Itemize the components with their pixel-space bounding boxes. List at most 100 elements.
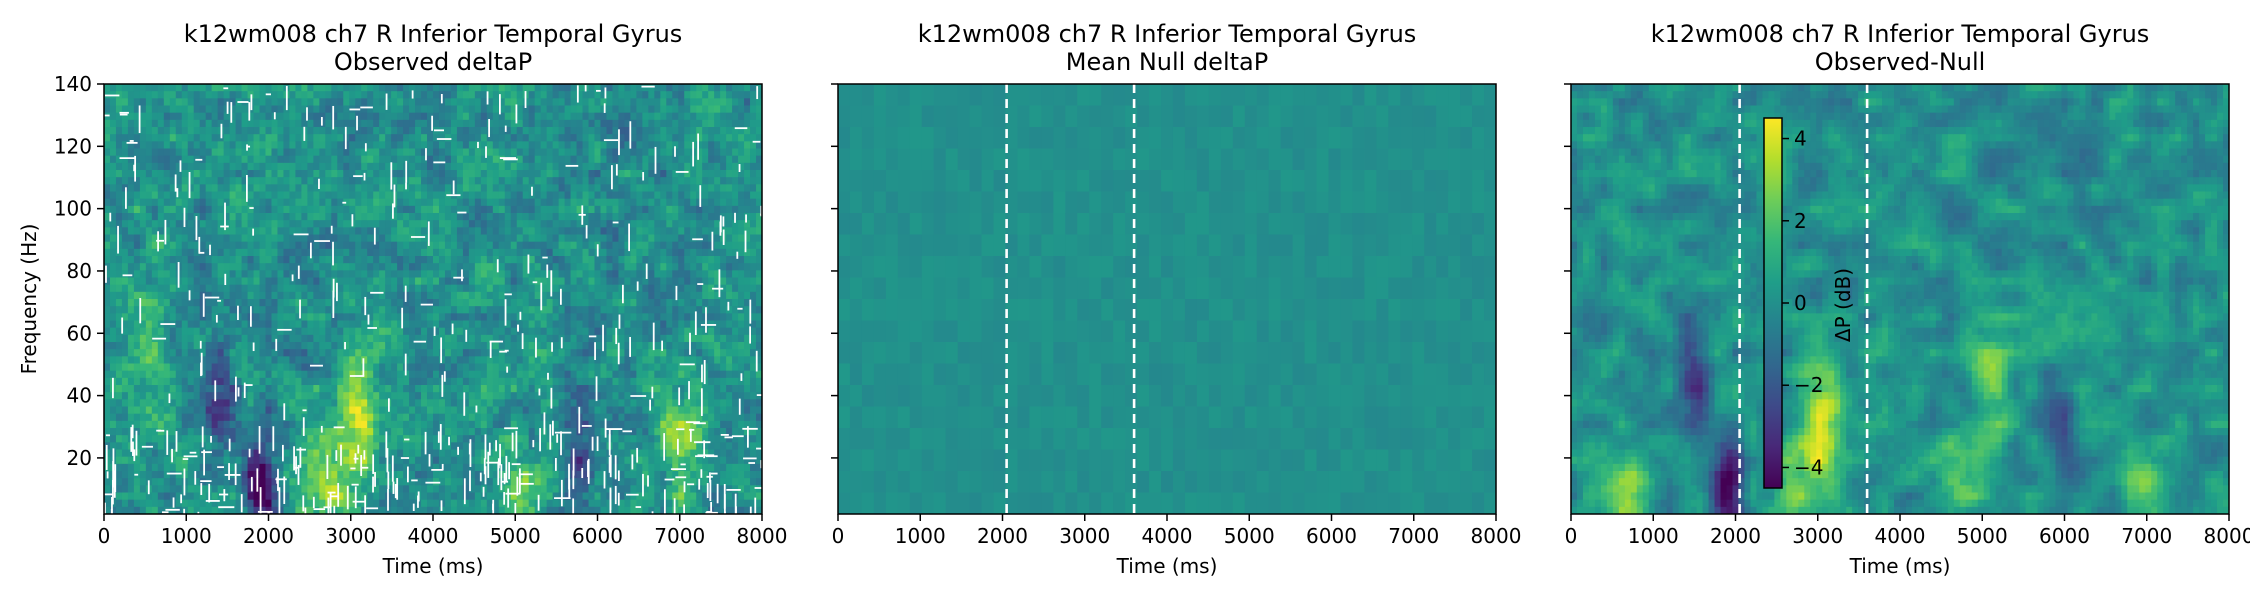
heatmap-cell xyxy=(391,98,398,107)
heatmap-cell xyxy=(462,220,470,228)
heatmap-cell xyxy=(265,112,273,121)
heatmap-cell xyxy=(193,456,201,465)
heatmap-cell xyxy=(558,241,566,250)
heatmap-cell xyxy=(127,119,135,128)
heatmap-cell xyxy=(373,478,380,486)
heatmap-cell xyxy=(307,492,314,501)
heatmap-cell xyxy=(373,170,380,178)
heatmap-cell xyxy=(229,485,237,494)
heatmap-cell xyxy=(193,91,201,99)
heatmap-cell xyxy=(259,112,267,121)
heatmap-cell xyxy=(205,349,213,357)
heatmap-cell xyxy=(594,134,602,142)
heatmap-cell xyxy=(157,413,165,422)
heatmap-cell xyxy=(337,306,344,314)
heatmap-cell xyxy=(295,334,302,343)
heatmap-cell xyxy=(319,198,326,207)
heatmap-cell xyxy=(450,256,458,264)
heatmap-cell xyxy=(528,213,536,221)
heatmap-cell xyxy=(438,119,446,128)
heatmap-cell xyxy=(492,399,500,408)
heatmap-cell xyxy=(558,471,566,479)
heatmap-cell xyxy=(175,363,183,372)
heatmap-cell xyxy=(522,485,530,494)
heatmap-cell xyxy=(301,492,308,501)
heatmap-cell xyxy=(492,492,500,501)
heatmap-cell xyxy=(427,392,434,400)
heatmap-cell xyxy=(385,177,392,185)
heatmap-cell xyxy=(564,177,572,185)
heatmap-cell xyxy=(151,148,159,157)
heatmap-cell xyxy=(223,313,231,322)
heatmap-cell xyxy=(361,420,368,429)
heatmap-cell xyxy=(588,291,596,300)
heatmap-cell xyxy=(229,356,237,365)
heatmap-cell xyxy=(397,413,404,422)
heatmap-cell xyxy=(241,291,249,300)
heatmap-cell xyxy=(247,342,255,350)
heatmap-cell xyxy=(522,306,530,314)
heatmap-cell xyxy=(223,392,231,400)
heatmap-cell xyxy=(289,234,297,243)
heatmap-cell xyxy=(109,105,117,114)
heatmap-cell xyxy=(528,256,536,264)
heatmap-cell xyxy=(492,191,500,200)
heatmap-cell xyxy=(205,499,213,508)
heatmap-cell xyxy=(397,320,404,329)
heatmap-cell xyxy=(247,170,255,178)
heatmap-cell xyxy=(331,428,338,436)
heatmap-cell xyxy=(516,205,524,214)
heatmap-cell xyxy=(104,420,111,429)
heatmap-cell xyxy=(474,162,482,171)
heatmap-cell xyxy=(271,456,279,465)
heatmap-cell xyxy=(510,342,518,350)
heatmap-cell xyxy=(104,406,111,415)
heatmap-cell xyxy=(127,184,135,193)
heatmap-cell xyxy=(516,327,524,336)
heatmap-cell xyxy=(450,428,458,436)
heatmap-cell xyxy=(570,98,578,107)
heatmap-cell xyxy=(379,363,386,372)
heatmap-cell xyxy=(540,227,548,236)
heatmap-cell xyxy=(540,456,548,465)
heatmap-cell xyxy=(187,177,195,185)
heatmap-cell xyxy=(438,299,446,307)
heatmap-cell xyxy=(522,284,530,293)
heatmap-cell xyxy=(558,320,566,329)
heatmap-cell xyxy=(474,127,482,135)
heatmap-cell xyxy=(594,428,602,436)
heatmap-cell xyxy=(199,284,207,293)
heatmap-cell xyxy=(379,291,386,300)
heatmap-cell xyxy=(456,313,464,322)
heatmap-cell xyxy=(235,370,243,379)
heatmap-cell xyxy=(187,155,195,164)
heatmap-cell xyxy=(444,499,452,508)
heatmap-cell xyxy=(450,134,458,142)
heatmap-cell xyxy=(498,420,506,429)
heatmap-cell xyxy=(235,442,243,451)
heatmap-cell xyxy=(121,506,129,514)
heatmap-cell xyxy=(480,141,488,150)
heatmap-cell xyxy=(104,105,111,114)
heatmap-cell xyxy=(361,413,368,422)
heatmap-cell xyxy=(235,234,243,243)
heatmap-cell xyxy=(391,91,398,99)
heatmap-cell xyxy=(307,112,314,121)
heatmap-cell xyxy=(259,442,267,451)
heatmap-cell xyxy=(546,98,554,107)
heatmap-cell xyxy=(283,399,291,408)
heatmap-cell xyxy=(349,191,356,200)
heatmap-cell xyxy=(109,299,117,307)
heatmap-cell xyxy=(492,342,500,350)
heatmap-cell xyxy=(361,377,368,386)
heatmap-cell xyxy=(510,284,518,293)
heatmap-cell xyxy=(409,98,416,107)
heatmap-cell xyxy=(223,213,231,221)
heatmap-cell xyxy=(546,413,554,422)
heatmap-cell xyxy=(229,320,237,329)
heatmap-cell xyxy=(546,248,554,257)
heatmap-cell xyxy=(433,456,440,465)
heatmap-cell xyxy=(193,105,201,114)
heatmap-cell xyxy=(552,270,560,279)
heatmap-cell xyxy=(552,342,560,350)
